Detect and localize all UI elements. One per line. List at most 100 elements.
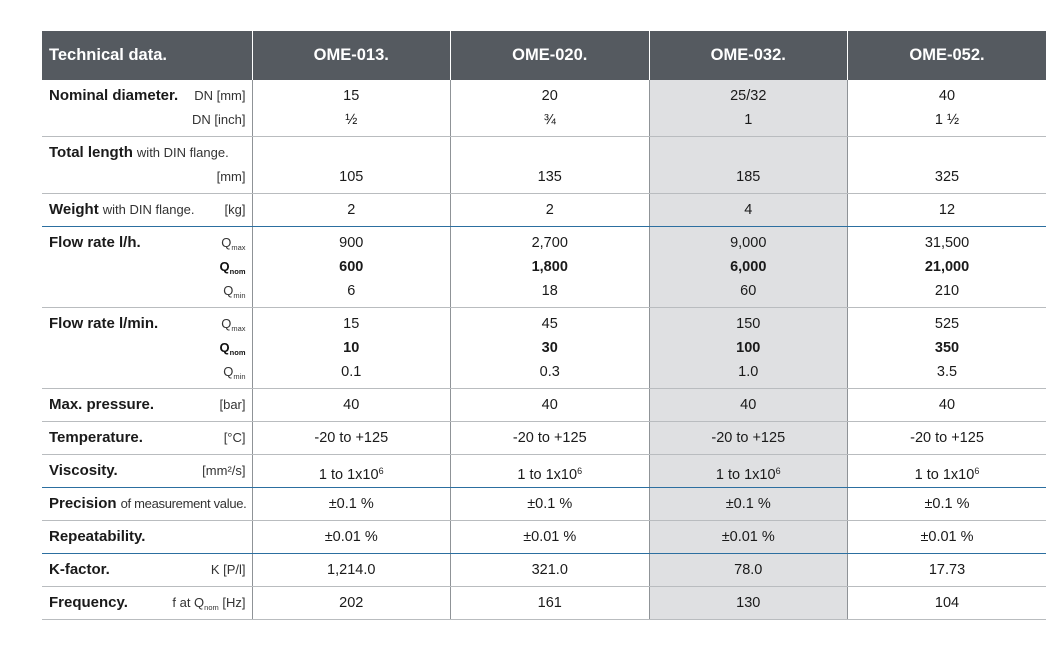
value-temperature: -20 to +125 [711,430,786,446]
value-max-pressure: 40 [343,397,360,413]
value-qnom: 600 [339,259,364,275]
value-cell: 1 to 1x106 [847,454,1046,488]
k-factor-label-cell: K-factor. K [P/l] [42,553,253,587]
value-cell: 40 [847,388,1046,422]
nominal-diameter-label: Nominal diameter. [49,87,179,104]
value-qmin: 0.1 [341,364,362,380]
value-cell: -20 to +125 [450,421,650,455]
value-cell: 105 [252,136,451,194]
value-total-length: 185 [736,169,761,185]
value-k-factor: 17.73 [928,562,966,578]
model-header-ome-020: OME-020. [450,31,650,80]
value-viscosity: 1 to 1x106 [517,466,583,483]
row-k-factor: K-factor. K [P/l] 1,214.0 321.0 78.0 17.7… [42,553,1046,587]
value-qnom: 1,800 [531,259,568,275]
value-precision: ±0.1 % [527,496,573,512]
value-cell: 325 [847,136,1046,194]
repeatability-label-cell: Repeatability. [42,520,253,554]
q-min-symbol: Qmin [223,364,246,381]
value-qmin: 18 [541,283,558,299]
value-cell: ±0.1 % [252,487,451,521]
value-qmin: 3.5 [936,364,958,380]
value-cell: ±0.01 % [847,520,1046,554]
row-flow-rate-lh: Flow rate l/h. Qmax Qnom Qmin 900 600 6 2,7… [42,226,1046,308]
value-viscosity: 1 to 1x106 [318,466,384,483]
value-cell: -20 to +125 [252,421,451,455]
total-length-label: Total length [49,144,133,161]
value-total-length: 105 [339,169,364,185]
technical-data-table: Technical data. OME-013. OME-020. OME-03… [42,31,1046,620]
value-qnom: 6,000 [730,259,767,275]
value-cell: -20 to +125 [649,421,848,455]
value-k-factor: 321.0 [531,562,568,578]
value-cell: ±0.1 % [649,487,848,521]
value-precision: ±0.1 % [328,496,374,512]
q-max-symbol: Qmax [221,235,246,252]
value-cell: 20 ¾ [450,80,650,137]
value-cell: 12 [847,193,1046,227]
value-frequency: 104 [934,595,960,611]
k-factor-label: K-factor. [49,561,110,578]
value-qmax: 15 [343,316,360,332]
value-cell: ±0.1 % [847,487,1046,521]
value-qmax: 31,500 [924,235,970,251]
value-qmax: 45 [541,316,558,332]
value-cell: 150 100 1.0 [649,307,848,389]
value-cell: 130 [649,586,848,620]
unit-kg: [kg] [224,202,246,217]
value-qmax: 2,700 [531,235,568,251]
value-cell: 4 [649,193,848,227]
row-temperature: Temperature. [°C] -20 to +125 -20 to +125… [42,421,1046,455]
weight-label-cell: Weight with DIN flange. [kg] [42,193,253,227]
value-qnom: 21,000 [924,259,970,275]
value-cell: 25/32 1 [649,80,848,137]
value-cell: 40 [649,388,848,422]
row-total-length: Total length with DIN flange. [mm] 105 1… [42,136,1046,194]
row-precision: Precision of measurement value. ±0.1 % ±… [42,487,1046,521]
value-k-factor: 1,214.0 [327,562,376,578]
unit-mm: [mm] [216,169,246,184]
value-cell: ±0.1 % [450,487,650,521]
value-cell: 9,000 6,000 60 [649,226,848,308]
value-nominal-mm: 40 [938,88,956,104]
value-cell: 2 [450,193,650,227]
value-weight: 2 [545,202,554,218]
value-cell: 2,700 1,800 18 [450,226,650,308]
value-temperature: -20 to +125 [314,430,389,446]
unit-k-pl: K [P/l] [210,562,246,577]
value-cell: 15 10 0.1 [252,307,451,389]
unit-frequency: f at Qnom [Hz] [172,595,246,612]
model-header-ome-013: OME-013. [252,31,451,80]
value-temperature: -20 to +125 [910,430,984,446]
row-nominal-diameter: Nominal diameter. DN [mm] DN [inch] 15 ½ … [42,80,1046,137]
value-cell: 31,500 21,000 210 [847,226,1046,308]
value-nominal-inch: 1 ½ [934,112,960,128]
value-frequency: 202 [339,595,364,611]
value-qmin: 0.3 [539,364,560,380]
value-cell: 161 [450,586,650,620]
value-repeatability: ±0.01 % [324,529,378,545]
row-weight: Weight with DIN flange. [kg] 2 2 4 12 [42,193,1046,227]
table-title: Technical data. [42,31,253,80]
value-total-length: 325 [934,169,960,185]
value-cell: 1,214.0 [252,553,451,587]
value-nominal-mm: 15 [343,88,360,104]
row-flow-rate-lmin: Flow rate l/min. Qmax Qnom Qmin 15 10 0.1 4… [42,307,1046,389]
value-qmax: 900 [339,235,364,251]
value-cell: 40 [450,388,650,422]
row-repeatability: Repeatability. ±0.01 % ±0.01 % ±0.01 % ±… [42,520,1046,554]
value-repeatability: ±0.01 % [920,529,974,545]
value-viscosity: 1 to 1x106 [914,466,980,483]
value-max-pressure: 40 [541,397,558,413]
row-frequency: Frequency. f at Qnom [Hz] 202 161 130 104 [42,586,1046,620]
temperature-label-cell: Temperature. [°C] [42,421,253,455]
value-nominal-inch: ¾ [543,112,556,128]
value-repeatability: ±0.01 % [523,529,577,545]
value-cell: 900 600 6 [252,226,451,308]
unit-celsius: [°C] [223,430,246,445]
q-nom-symbol: Qnom [219,259,246,276]
value-cell: 40 1 ½ [847,80,1046,137]
value-cell: 1 to 1x106 [450,454,650,488]
flow-lh-label: Flow rate l/h. [49,234,141,251]
model-header-ome-032: OME-032. [649,31,848,80]
